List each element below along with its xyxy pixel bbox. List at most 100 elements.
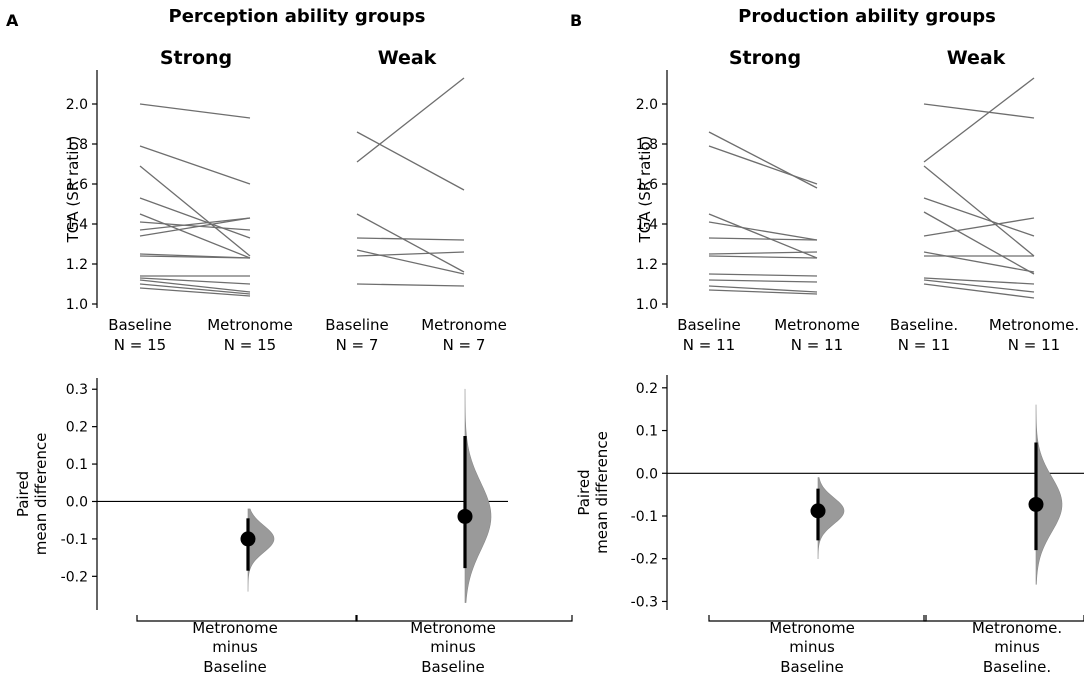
effect-label-a-weak-2: Baseline (421, 658, 485, 676)
category-label-b-weak-1: Metronome. (989, 316, 1079, 334)
effect-label-b-weak-1: minus (994, 638, 1040, 656)
effect-label-a-weak-1: minus (430, 638, 476, 656)
effect-bracket-b-strong (708, 615, 927, 622)
slope-y-tick-label-b-5: 2.0 (636, 97, 658, 113)
slope-line-a-weak-3 (356, 237, 465, 241)
diff-y-tick-label-b-5: 0.2 (636, 381, 658, 397)
slope-y-tick-label-b-3: 1.6 (636, 177, 658, 193)
slope-y-axis-label-a: TGA (SR ratio) (64, 136, 82, 244)
category-label-b-strong-0: Baseline (677, 316, 741, 334)
slope-line-b-strong-3 (708, 221, 818, 241)
effect-bracket-a-weak (355, 615, 573, 622)
slope-line-a-weak-6 (356, 283, 465, 287)
slope-line-b-weak-1 (923, 77, 1035, 163)
n-label-a-strong-1: N = 15 (224, 336, 276, 354)
slope-line-b-weak-8 (923, 277, 1035, 285)
slope-line-a-weak-0 (356, 131, 465, 191)
slope-line-a-strong-9 (139, 255, 251, 259)
slope-line-a-weak-4 (356, 249, 465, 275)
slope-line-b-strong-9 (708, 285, 818, 293)
diff-y-tick-label-b-0: -0.3 (631, 594, 658, 610)
slope-line-b-strong-0 (708, 131, 818, 189)
slope-line-a-strong-4 (139, 213, 251, 259)
group-title-a-strong: Strong (160, 47, 232, 69)
slope-line-b-weak-5 (923, 217, 1035, 237)
category-label-a-strong-0: Baseline (108, 316, 172, 334)
effect-label-b-weak-0: Metronome. (972, 619, 1062, 637)
diff-y-tick-label-a-2: 0.0 (66, 494, 88, 510)
effect-distribution-b-strong (817, 477, 845, 560)
effect-label-b-strong-2: Baseline (780, 658, 844, 676)
category-label-a-strong-1: Metronome (207, 316, 293, 334)
slope-line-a-strong-7 (139, 217, 251, 237)
diff-y-tick-label-a-3: 0.1 (66, 457, 88, 473)
diff-y-axis-label-a-1: mean difference (32, 433, 50, 556)
diff-y-axis-label-b-1: mean difference (593, 431, 611, 554)
slope-line-b-strong-2 (708, 213, 818, 259)
group-title-b-strong: Strong (729, 47, 801, 69)
slope-line-a-strong-3 (139, 197, 251, 239)
diff-y-tick-label-a-1: -0.1 (61, 532, 88, 548)
slope-line-a-strong-12 (139, 279, 251, 293)
group-title-a-weak: Weak (378, 47, 437, 69)
effect-distribution-a-weak (464, 388, 492, 603)
effect-label-b-strong-0: Metronome (769, 619, 855, 637)
slope-y-tick-label-a-4: 1.8 (66, 137, 88, 153)
slope-y-tick-label-a-5: 2.0 (66, 97, 88, 113)
slope-line-a-strong-5 (139, 221, 251, 231)
n-label-b-weak-1: N = 11 (1008, 336, 1060, 354)
slope-line-b-strong-6 (708, 255, 818, 259)
n-label-b-weak-0: N = 11 (898, 336, 950, 354)
n-label-b-strong-0: N = 11 (683, 336, 735, 354)
panel-title-a: Perception ability groups (169, 6, 426, 27)
charts-layer: 1.0 1.2 1.4 1.6 1.8 2.0 TGA (SR ratio) Baseline… (14, 70, 1084, 676)
effect-point-b-strong (810, 503, 826, 519)
effect-distribution-a-strong (247, 508, 275, 592)
slope-y-tick-label-b-0: 1.0 (636, 297, 658, 313)
diff-y-tick-label-a-5: 0.3 (66, 382, 88, 398)
n-label-a-strong-0: N = 15 (114, 336, 166, 354)
effect-point-b-weak (1028, 496, 1044, 512)
slope-line-b-weak-10 (923, 283, 1035, 299)
diff-y-tick-label-b-4: 0.1 (636, 424, 658, 440)
category-label-b-strong-1: Metronome (774, 316, 860, 334)
slope-line-b-strong-4 (708, 237, 818, 241)
effect-point-a-weak (457, 508, 473, 524)
slope-y-tick-label-a-0: 1.0 (66, 297, 88, 313)
slope-line-a-strong-0 (139, 103, 251, 119)
slope-line-b-weak-4 (923, 211, 1035, 275)
slope-line-b-weak-2 (923, 165, 1035, 257)
slope-line-a-strong-2 (139, 165, 251, 257)
diff-y-tick-label-b-1: -0.2 (631, 552, 658, 568)
diff-y-tick-label-a-4: 0.2 (66, 420, 88, 436)
n-label-b-strong-1: N = 11 (791, 336, 843, 354)
panel-label-b: B (570, 11, 582, 30)
slope-line-b-weak-6 (923, 251, 1035, 273)
effect-point-a-strong (240, 531, 256, 547)
slope-y-tick-label-b-1: 1.2 (636, 257, 658, 273)
slope-line-a-weak-2 (356, 213, 465, 273)
effect-label-a-strong-0: Metronome (192, 619, 278, 637)
effect-label-a-strong-2: Baseline (203, 658, 267, 676)
effect-label-b-weak-2: Baseline. (983, 658, 1051, 676)
slope-y-tick-label-a-2: 1.4 (66, 217, 88, 233)
slope-y-axis-label-b: TGA (SR ratio) (636, 136, 654, 244)
slope-line-a-strong-14 (139, 287, 251, 297)
slope-y-tick-label-a-3: 1.6 (66, 177, 88, 193)
panel-title-b: Production ability groups (738, 6, 996, 27)
slope-line-b-weak-9 (923, 279, 1035, 293)
slope-line-a-strong-13 (139, 283, 251, 295)
slope-line-b-strong-5 (708, 251, 818, 255)
n-label-a-weak-0: N = 7 (336, 336, 379, 354)
slope-line-a-strong-11 (139, 277, 251, 285)
diff-y-axis-label-a-0: Paired (14, 471, 32, 517)
slope-line-b-strong-10 (708, 289, 818, 295)
slope-line-b-strong-1 (708, 145, 818, 185)
effect-bracket-a-strong (136, 615, 358, 622)
effect-label-a-weak-0: Metronome (410, 619, 496, 637)
category-label-a-weak-0: Baseline (325, 316, 389, 334)
diff-y-tick-label-a-0: -0.2 (61, 569, 88, 585)
diff-y-tick-label-b-3: 0.0 (636, 466, 658, 482)
effect-label-a-strong-1: minus (212, 638, 258, 656)
diff-y-tick-label-b-2: -0.1 (631, 509, 658, 525)
